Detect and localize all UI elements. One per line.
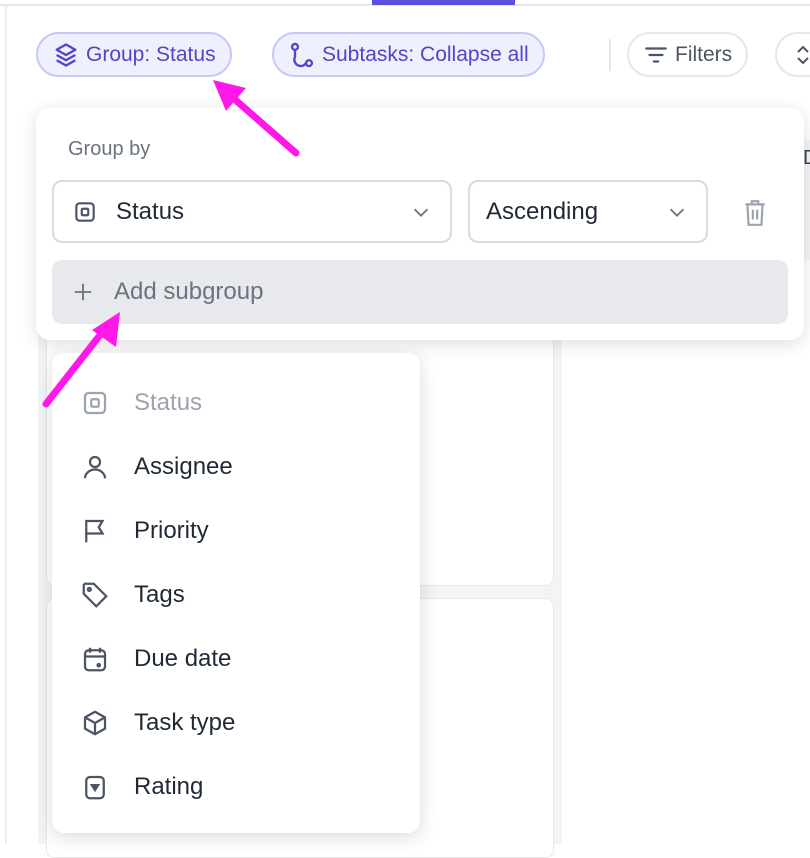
add-subgroup-label: Add subgroup [114, 278, 264, 305]
subtasks-button[interactable]: Subtasks: Collapse all [272, 32, 545, 77]
menu-item-status: Status [52, 371, 420, 435]
subtasks-icon [290, 42, 314, 67]
menu-item-label: Rating [134, 773, 204, 800]
menu-item-tags[interactable]: Tags [52, 563, 420, 627]
subgroup-field-menu: Status Assignee Priority Tags Due date T… [52, 353, 420, 833]
filters-label: Filters [675, 42, 733, 66]
group-field-select[interactable]: Status [52, 180, 452, 243]
filters-button[interactable]: Filters [627, 32, 749, 77]
menu-item-rating[interactable]: Rating [52, 755, 420, 819]
group-field-value: Status [116, 197, 185, 225]
flag-icon [85, 519, 105, 543]
cube-icon [83, 710, 107, 736]
status-icon [83, 391, 107, 415]
sort-button[interactable] [775, 32, 810, 77]
subtasks-label: Subtasks: Collapse all [322, 42, 529, 66]
group-by-button[interactable]: Group: Status [36, 32, 232, 77]
menu-item-label: Tags [134, 581, 185, 608]
menu-item-label: Due date [134, 645, 232, 672]
status-icon [75, 201, 95, 222]
menu-item-label: Priority [134, 517, 209, 544]
group-by-label: Group: Status [86, 42, 216, 66]
chevron-down-icon [413, 208, 429, 217]
menu-item-task-type[interactable]: Task type [52, 691, 420, 755]
filter-icon [645, 46, 667, 63]
group-order-select[interactable]: Ascending [468, 180, 708, 243]
layers-icon [55, 42, 77, 67]
rating-icon [85, 775, 105, 800]
menu-item-label: Task type [134, 709, 236, 736]
user-icon [83, 455, 107, 479]
calendar-icon [83, 647, 107, 672]
group-by-popover: Group by Status Ascending Add subgroup [36, 108, 804, 340]
menu-item-due-date[interactable]: Due date [52, 627, 420, 691]
tag-icon [82, 582, 108, 608]
add-subgroup-button[interactable]: Add subgroup [52, 260, 788, 324]
plus-icon [74, 283, 92, 301]
menu-item-label: Assignee [134, 453, 233, 480]
menu-item-label: Status [134, 389, 203, 416]
tab-bar-border [0, 4, 810, 6]
group-by-title: Group by [68, 138, 151, 160]
menu-item-priority[interactable]: Priority [52, 499, 420, 563]
chevron-down-icon [669, 208, 685, 217]
trash-icon[interactable] [742, 199, 768, 227]
sort-icon [797, 45, 809, 64]
active-tab-indicator [372, 0, 515, 5]
sidebar-divider [5, 6, 7, 844]
toolbar-divider [609, 39, 611, 71]
column-header-partial: D [803, 147, 810, 170]
group-order-value: Ascending [486, 197, 599, 225]
menu-item-assignee[interactable]: Assignee [52, 435, 420, 499]
